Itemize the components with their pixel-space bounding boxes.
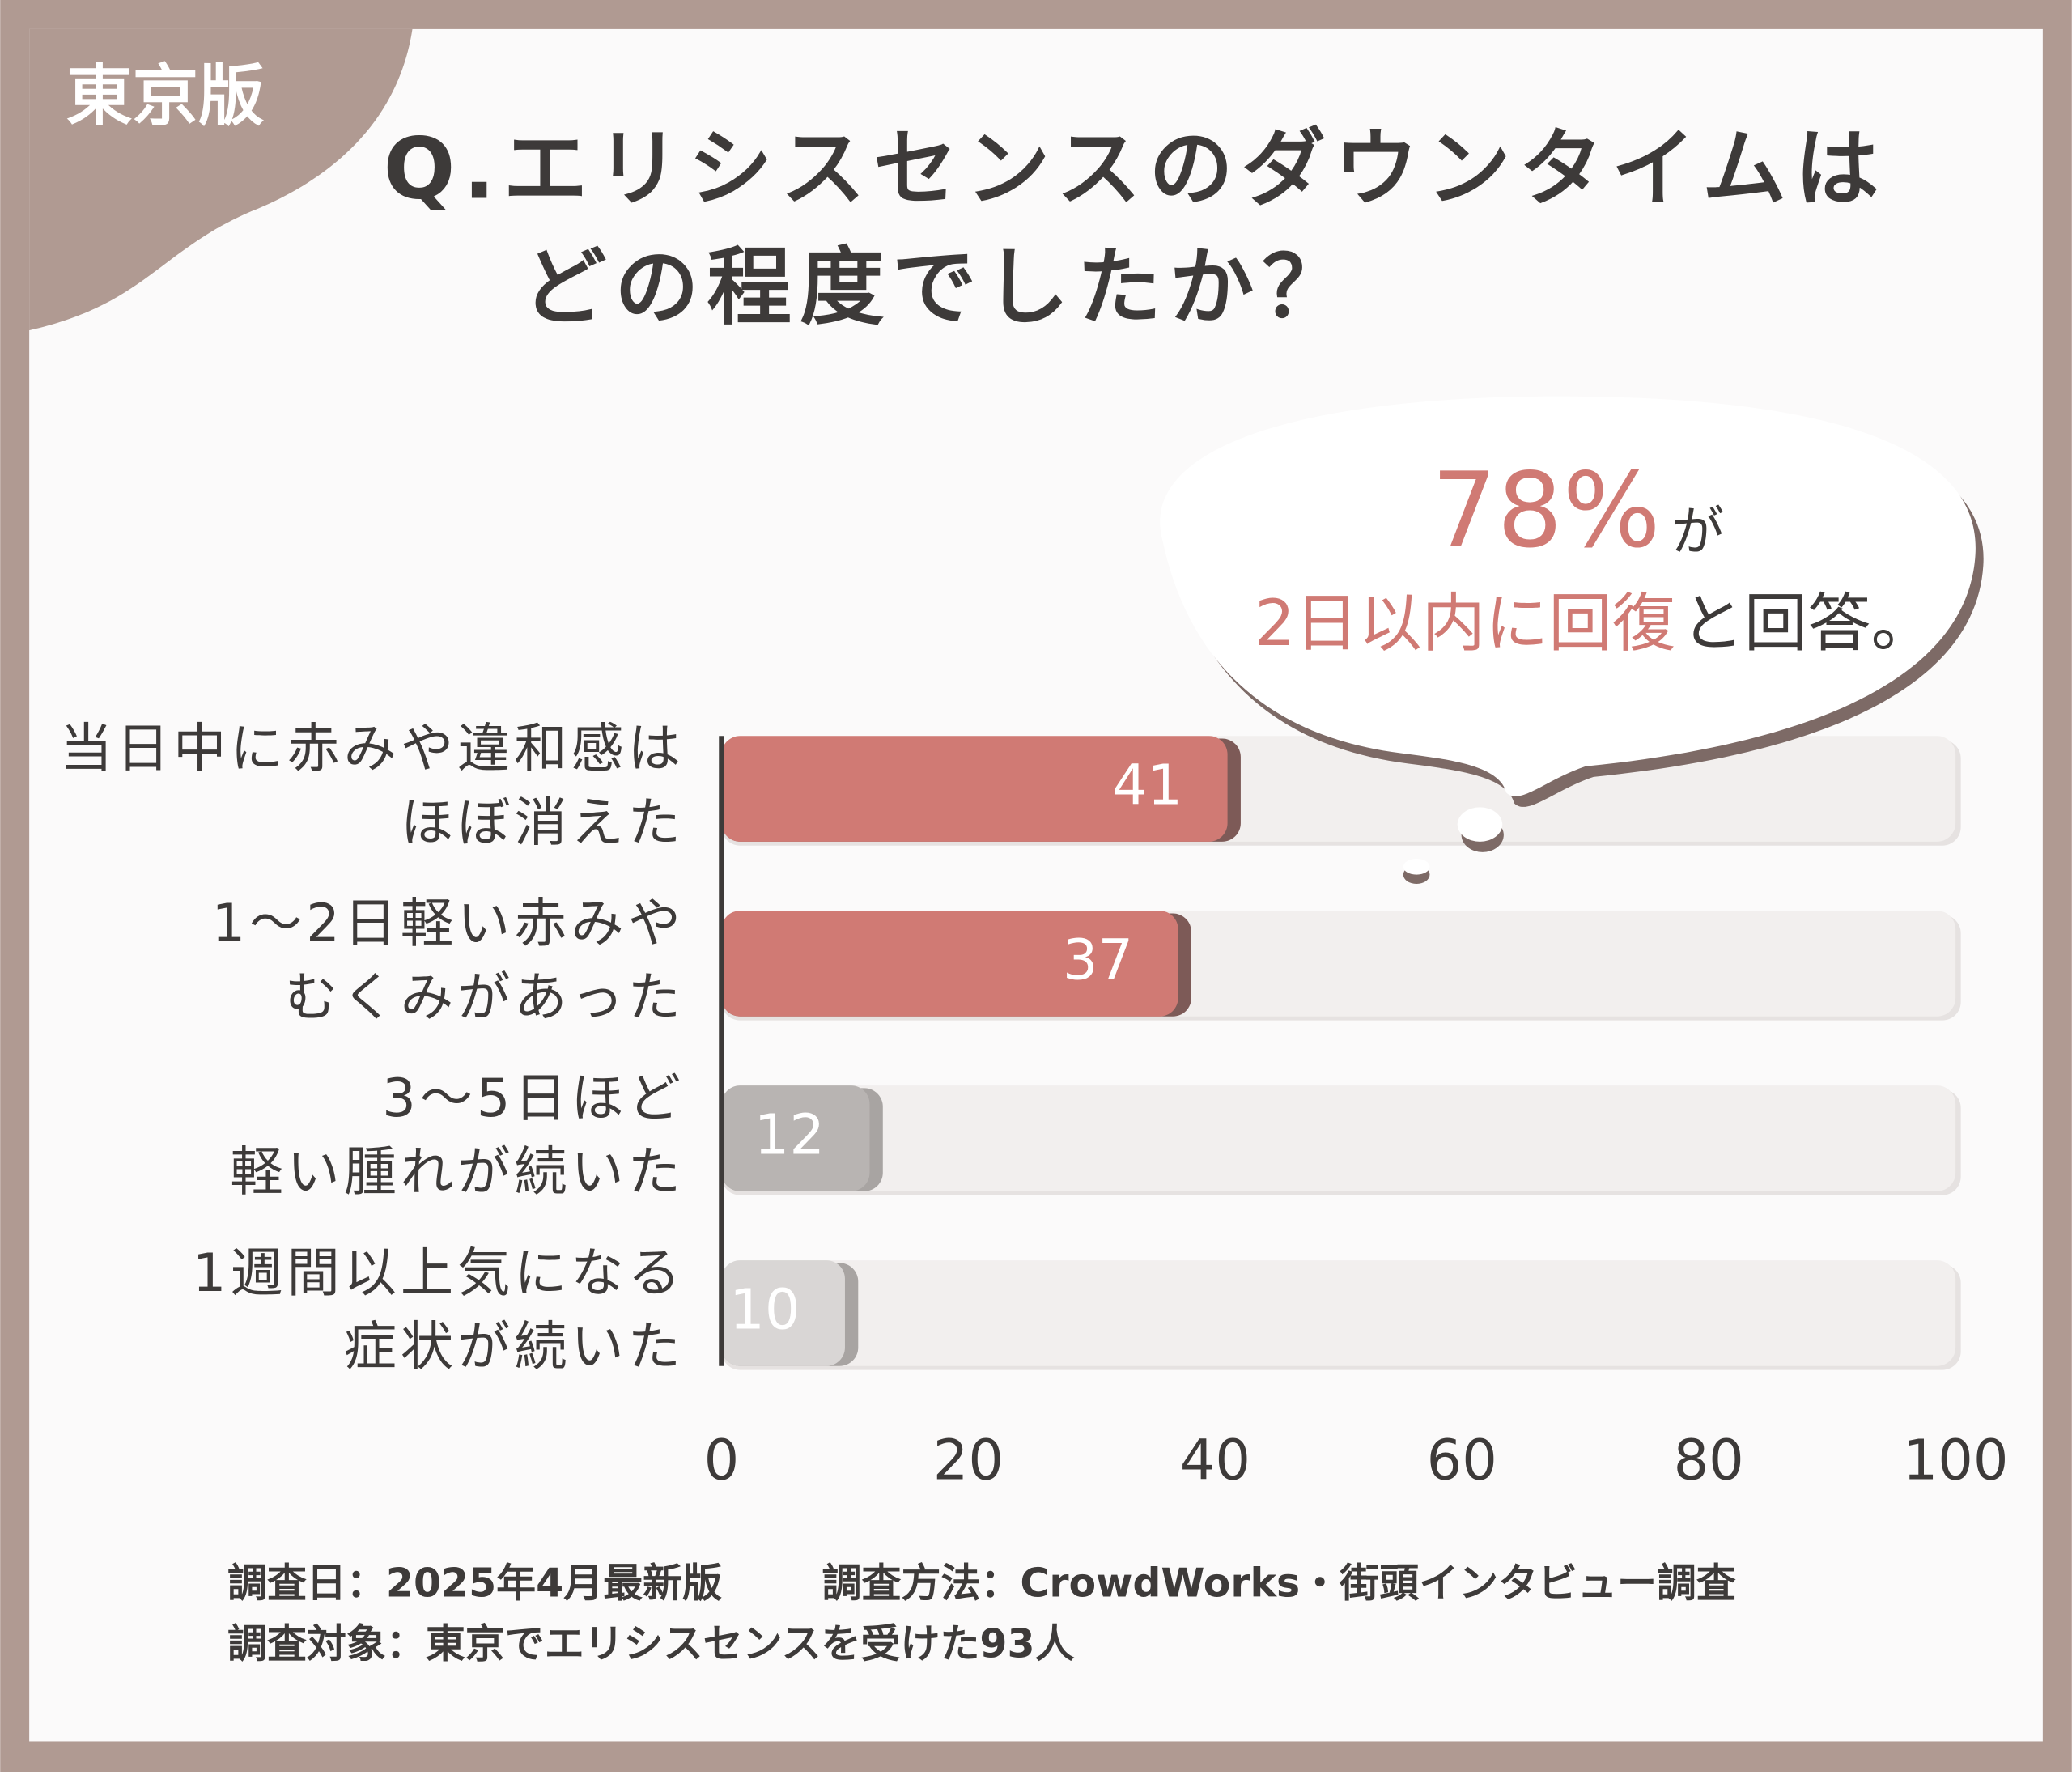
callout: 78% が 2日以内に回復 と回答。 [1160, 396, 1984, 885]
y-tick-label: 症状が続いた [344, 1316, 685, 1378]
footnote: 調査日：2025年4月最新版 [227, 1560, 722, 1606]
y-tick-label: 軽い腫れが続いた [230, 1141, 684, 1203]
y-tick-label: 3〜5日ほど [382, 1068, 685, 1129]
chart-title: Q.エリシスセンスのダウンタイムは [384, 119, 1887, 218]
value-label: 12 [754, 1102, 825, 1167]
x-tick-label: 60 [1427, 1429, 1497, 1493]
value-label: 10 [729, 1277, 800, 1342]
bar-track [721, 1260, 1956, 1366]
y-tick-label: ほぼ消えた [401, 792, 685, 853]
y-tick-label: 1〜2日軽い赤みや [212, 893, 685, 954]
bar [721, 911, 1178, 1017]
bar [721, 736, 1228, 842]
footnote: 調査対象：東京でエリシスセンスを受けた93人 [227, 1620, 1075, 1667]
y-tick-label: 1週間以上気になる [193, 1242, 685, 1304]
value-label: 41 [1112, 754, 1182, 818]
x-tick-label: 40 [1180, 1429, 1250, 1493]
callout-bubble [1160, 396, 1976, 796]
x-tick-label: 80 [1674, 1429, 1744, 1493]
badge-shape [29, 28, 413, 331]
bar [721, 1260, 845, 1366]
chart-title: どの程度でしたか？ [522, 238, 1354, 337]
y-tick-label: 当日中に赤みや違和感は [60, 718, 685, 779]
callout-highlight: 78% [1432, 452, 1661, 571]
x-tick-label: 20 [933, 1429, 1004, 1493]
x-tick-label: 100 [1903, 1429, 2009, 1493]
callout-dot [1403, 859, 1430, 875]
callout-text: が [1671, 501, 1724, 563]
x-tick-label: 0 [704, 1429, 740, 1493]
panel [29, 28, 2043, 1742]
callout-text: と回答。 [1681, 587, 1934, 660]
callout-emphasis: 2日以内に回復 [1255, 587, 1675, 660]
y-tick-label: むくみがあった [285, 966, 685, 1028]
footnote: 調査方法：CrowdWorks・街頭インタビュー調査 [822, 1560, 1736, 1606]
badge: 東京版 [66, 58, 265, 135]
bar [721, 1085, 870, 1191]
bar-track [721, 1085, 1956, 1191]
callout-dot [1457, 807, 1503, 842]
value-label: 37 [1063, 928, 1133, 993]
